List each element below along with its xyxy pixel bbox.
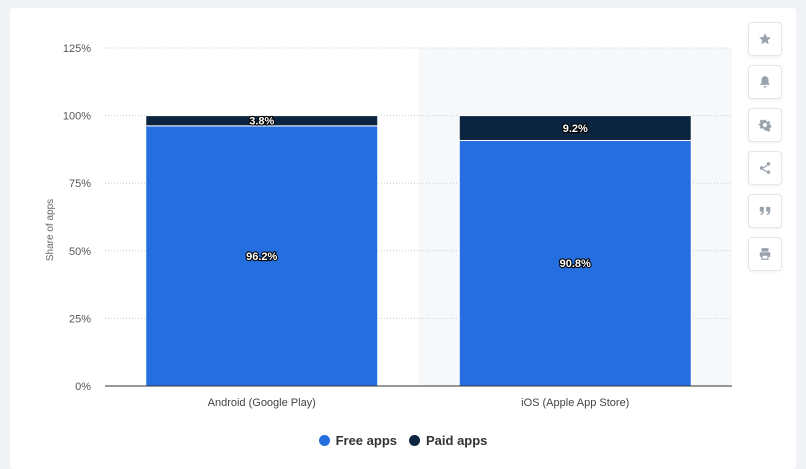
y-tick-label: 100% xyxy=(63,111,91,123)
legend-marker-paid-apps xyxy=(409,435,420,446)
legend-label-paid-apps: Paid apps xyxy=(426,433,488,448)
bar-paid-apps-0 xyxy=(145,115,379,127)
legend-marker-free-apps xyxy=(318,435,330,446)
share-icon xyxy=(759,162,771,174)
data-label: 3.8% xyxy=(249,116,274,128)
data-label: 90.8% xyxy=(560,258,591,270)
settings-button[interactable] xyxy=(748,108,782,142)
print-icon xyxy=(759,248,771,260)
y-tick-label: 125% xyxy=(63,43,91,55)
print-button[interactable] xyxy=(748,237,782,271)
x-tick-label: iOS (Apple App Store) xyxy=(521,397,629,409)
bar-free-apps-0 xyxy=(145,125,379,387)
y-tick-label: 25% xyxy=(69,313,91,325)
star-icon xyxy=(759,33,771,45)
data-label: 96.2% xyxy=(246,251,277,263)
bar-paid-apps-1 xyxy=(458,115,692,141)
y-tick-label: 0% xyxy=(75,381,91,393)
y-tick-label: 75% xyxy=(69,178,91,190)
x-tick-label: Android (Google Play) xyxy=(208,397,316,409)
favorite-button[interactable] xyxy=(748,22,782,56)
chart-legend: Free apps Paid apps xyxy=(0,433,806,448)
gear-icon xyxy=(758,119,772,132)
legend-item-paid-apps[interactable]: Paid apps xyxy=(409,433,487,448)
notification-button[interactable] xyxy=(748,65,782,99)
chart-toolbar xyxy=(748,22,784,280)
share-button[interactable] xyxy=(748,151,782,185)
y-axis-title: Share of apps xyxy=(45,199,56,261)
y-tick-label: 50% xyxy=(69,246,91,258)
data-label: 9.2% xyxy=(563,123,588,135)
legend-label-free-apps: Free apps xyxy=(335,433,397,448)
cite-button[interactable] xyxy=(748,194,782,228)
legend-item-free-apps[interactable]: Free apps xyxy=(318,433,397,448)
bar-free-apps-1 xyxy=(458,139,692,387)
bell-icon xyxy=(760,76,770,88)
quote-icon xyxy=(759,206,771,216)
